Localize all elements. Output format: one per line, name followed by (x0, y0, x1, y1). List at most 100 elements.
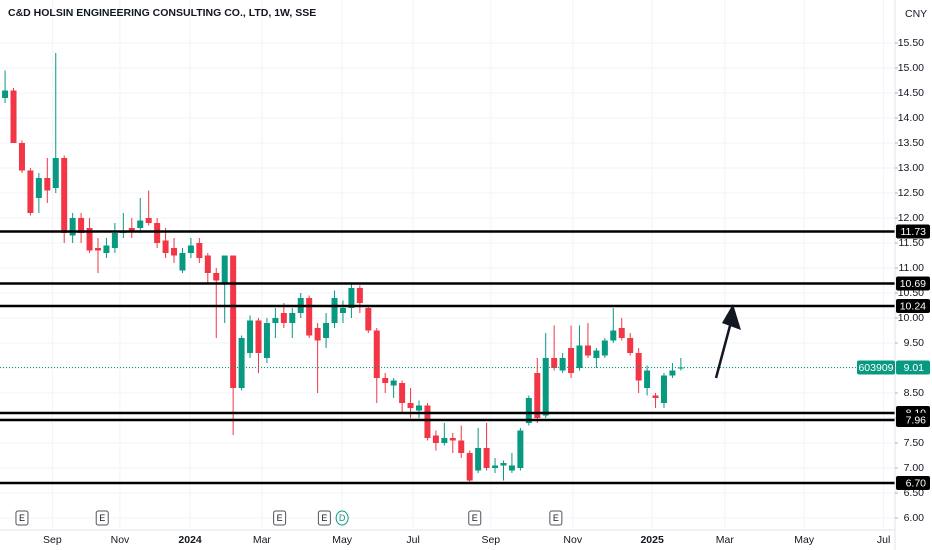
candle-body (534, 373, 541, 418)
candle-body (644, 370, 651, 388)
candle-body (500, 463, 507, 466)
chart-title: C&D HOLSIN ENGINEERING CONSULTING CO., L… (8, 7, 316, 19)
candle-body (18, 143, 25, 171)
candle-body (576, 345, 583, 368)
candle-body (2, 90, 9, 98)
level-label: 7.96 (906, 414, 927, 426)
candle-body (601, 340, 608, 356)
candle-body (27, 170, 34, 213)
price-labels: 11.7310.6910.248.107.966.706039099.01EEE… (15, 224, 930, 526)
candle-body (323, 323, 330, 338)
x-tick-label: Nov (563, 534, 582, 546)
level-label-box (896, 299, 930, 313)
level-label: 11.73 (901, 226, 927, 238)
event-label: D (339, 513, 346, 523)
y-tick-label: 11.00 (899, 262, 925, 274)
candle-body (145, 218, 152, 223)
candle-body (365, 308, 372, 331)
y-tick-label: 10.00 (898, 312, 924, 324)
y-tick-label: 15.00 (898, 62, 924, 74)
candle-body (230, 255, 237, 388)
candle-body (187, 245, 194, 253)
event-marker (468, 510, 482, 526)
candle-body (69, 218, 76, 236)
candle-body (204, 255, 211, 273)
candle-body (137, 220, 144, 228)
event-marker (95, 510, 109, 526)
candle-body (247, 320, 254, 353)
x-tick-label: Sep (43, 534, 62, 546)
candle-body (483, 448, 490, 468)
candle-body (128, 228, 135, 231)
level-label-box (896, 476, 930, 490)
candle-body (449, 438, 456, 441)
grid (0, 0, 895, 530)
candle-body (399, 383, 406, 403)
candle-body (610, 330, 617, 341)
candle-body (373, 330, 380, 378)
y-tick-label: 13.00 (898, 162, 924, 174)
level-label: 6.70 (906, 477, 927, 489)
candle-body (306, 298, 313, 336)
candle-body (559, 358, 566, 371)
x-tick-label: Jul (877, 534, 890, 546)
candle-body (339, 308, 346, 313)
candle-body (652, 395, 659, 398)
arrow-drawing (714, 304, 741, 379)
x-tick-label: Mar (716, 534, 735, 546)
candle-body (78, 218, 85, 233)
currency: CNY (905, 8, 927, 20)
y-tick-label: 15.50 (898, 37, 924, 49)
x-tick-label: Sep (481, 534, 500, 546)
candle-body (382, 378, 389, 383)
candle-body (618, 328, 625, 338)
x-tick-label: May (794, 534, 815, 546)
level-label: 10.24 (900, 300, 926, 312)
candle-body (213, 273, 220, 281)
candle-body (424, 405, 431, 438)
candle-body (196, 243, 203, 258)
axes: 6.006.507.007.508.008.509.009.5010.0010.… (43, 37, 924, 546)
event-marker (335, 510, 349, 526)
candle-body (458, 440, 465, 453)
candle-body (466, 453, 473, 481)
candle-body (635, 353, 642, 381)
x-tick-label: Jul (406, 534, 419, 546)
candle-body (660, 375, 667, 403)
candle-body (52, 158, 59, 188)
candle-body (492, 465, 499, 468)
level-label: 10.69 (900, 278, 926, 290)
event-marker (15, 510, 29, 526)
candle-body (263, 323, 270, 358)
candle-body (238, 338, 245, 388)
candle-body (272, 318, 279, 323)
candle-body (390, 380, 397, 386)
y-tick-label: 13.50 (898, 137, 924, 149)
candle-body (677, 367, 684, 369)
y-tick-label: 14.50 (898, 87, 924, 99)
candle-body (35, 178, 42, 198)
candle-body (475, 448, 482, 471)
y-tick-label: 9.50 (904, 337, 925, 349)
candle-body (179, 253, 186, 271)
candle-body (432, 435, 439, 443)
event-label: E (277, 513, 283, 523)
candle-body (551, 358, 558, 368)
y-tick-label: 11.50 (899, 237, 925, 249)
x-tick-label: May (332, 534, 353, 546)
event-label: E (19, 513, 25, 523)
event-marker (273, 510, 287, 526)
candle-body (162, 240, 169, 253)
candle-body (289, 313, 296, 323)
y-tick-label: 7.50 (904, 437, 925, 449)
event-marker (317, 510, 331, 526)
y-tick-label: 14.00 (898, 112, 924, 124)
candle-body (593, 350, 600, 358)
x-tick-label: 2024 (178, 534, 202, 546)
plot (0, 53, 895, 485)
candle-body (10, 90, 17, 143)
symbol-label: 603909 (858, 362, 893, 374)
x-tick-label: Mar (253, 534, 272, 546)
symbol-label-box (857, 360, 895, 375)
candle-body (154, 223, 161, 243)
